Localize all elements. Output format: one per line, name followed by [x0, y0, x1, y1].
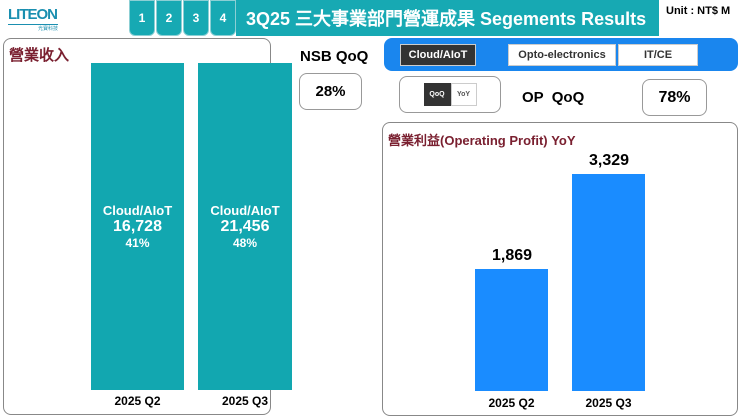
unit-label: Unit : NT$ M [666, 5, 731, 17]
page-title: 3Q25 三大事業部門營運成果 Segements Results [236, 0, 659, 36]
tab-cloud-aiot[interactable]: Cloud/AIoT [400, 44, 476, 66]
bar-segment: Cloud/AIoT [102, 203, 173, 218]
toggle-yoy[interactable]: YoY [450, 83, 477, 106]
op-qoq-label: OP QoQ [522, 89, 585, 106]
nav-page-4[interactable]: 4 [210, 0, 236, 36]
nsb-qoq-label: NSB QoQ [300, 48, 369, 65]
op-bar [475, 269, 548, 391]
op-qoq-value: 78% [642, 79, 707, 116]
qoq-yoy-toggle: QoQ YoY [399, 76, 501, 113]
bar-segment: Cloud/AIoT [210, 203, 280, 218]
nsb-qoq-value: 28% [299, 73, 362, 110]
operating-profit-panel [382, 122, 738, 416]
tab-opto-electronics[interactable]: Opto-electronics [508, 44, 616, 66]
revenue-bar-q3: Cloud/AIoT 21,456 48% [198, 63, 292, 390]
toggle-qoq[interactable]: QoQ [423, 83, 451, 106]
nav-page-2[interactable]: 2 [156, 0, 182, 36]
op-data-label: 3,329 [588, 152, 630, 169]
revenue-bar-q2: Cloud/AIoT 16,728 41% [91, 63, 184, 390]
nav-page-3[interactable]: 3 [183, 0, 209, 36]
op-data-label: 1,869 [491, 247, 533, 265]
x-label-q3: 2025 Q3 [585, 396, 632, 410]
tab-it-ce[interactable]: IT/CE [618, 44, 698, 66]
bar-value: 16,728 [113, 218, 162, 235]
chart-title: 營業利益(Operating Profit) YoY [388, 133, 576, 148]
nav-page-1[interactable]: 1 [129, 0, 155, 36]
revenue-title: 營業收入 [9, 47, 70, 64]
bar-value: 21,456 [220, 218, 270, 235]
bar-share: 41% [125, 236, 150, 250]
bar-share: 48% [232, 236, 258, 250]
liteon-logo: LITEON 光寶科技 [8, 6, 58, 32]
x-label-q2: 2025 Q2 [114, 394, 161, 408]
op-bar [572, 174, 645, 391]
x-label-q2: 2025 Q2 [488, 396, 535, 410]
segment-tabs: Cloud/AIoT Opto-electronics IT/CE [384, 38, 738, 71]
x-label-q3: 2025 Q3 [221, 394, 269, 408]
